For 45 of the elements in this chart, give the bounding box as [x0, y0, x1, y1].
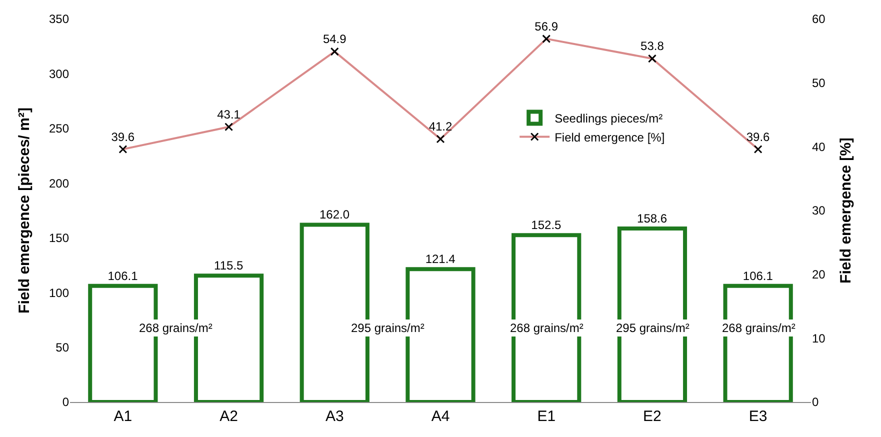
y-axis-title: Field emergence [pieces/ m²] [16, 108, 34, 314]
legend-label: Field emergence [%] [554, 130, 665, 144]
annotation: 295 grains/m² [351, 321, 424, 335]
annotation: 268 grains/m² [722, 321, 796, 335]
y2-tick-label: 50 [812, 76, 826, 90]
y-tick-label: 200 [48, 176, 70, 190]
data-label: 53.8 [640, 39, 664, 54]
data-label: 43.1 [217, 108, 241, 122]
data-label: 162.0 [319, 208, 350, 222]
y2-tick-label: 20 [812, 268, 826, 282]
y2-tick-label: 30 [812, 204, 826, 218]
y-tick-label: 50 [56, 340, 70, 354]
y-tick-label: 250 [48, 122, 70, 136]
data-label: 41.2 [428, 120, 452, 134]
data-label: 106.1 [742, 268, 774, 283]
y-tick-label: 300 [48, 66, 70, 81]
y-tick-label: 100 [48, 286, 70, 300]
legend-label: Seedlings pieces/m² [554, 111, 663, 126]
x-tick-label: E1 [537, 408, 556, 425]
data-label: 152.5 [531, 218, 562, 232]
x-tick-label: E3 [748, 408, 768, 425]
y2-tick-label: 10 [812, 331, 826, 346]
x-tick-label: A4 [431, 408, 450, 425]
data-label: 158.6 [637, 211, 668, 226]
x-tick-label: E2 [643, 408, 662, 425]
data-label: 121.4 [425, 252, 456, 266]
x-tick-label: A3 [325, 408, 344, 425]
y-tick-label: 0 [62, 395, 70, 410]
annotation: 268 grains/m² [139, 321, 212, 335]
x-tick-label: A1 [114, 408, 132, 425]
y2-tick-label: 60 [812, 12, 826, 26]
y2-tick-label: 40 [812, 140, 826, 154]
y2-tick-label: 0 [812, 395, 819, 410]
data-label: 54.9 [322, 32, 347, 46]
annotation: 295 grains/m² [616, 321, 690, 335]
data-label: 56.9 [534, 19, 558, 34]
data-label: 106.1 [108, 268, 138, 283]
y-tick-label: 150 [48, 231, 70, 246]
data-label: 39.6 [111, 130, 135, 144]
y2-axis-title: Field emergence [%] [838, 138, 855, 284]
data-label: 39.6 [746, 130, 770, 144]
data-label: 115.5 [214, 258, 244, 273]
annotation: 268 grains/m² [510, 321, 584, 335]
y-tick-label: 350 [48, 12, 70, 26]
x-tick-label: A2 [220, 408, 238, 425]
